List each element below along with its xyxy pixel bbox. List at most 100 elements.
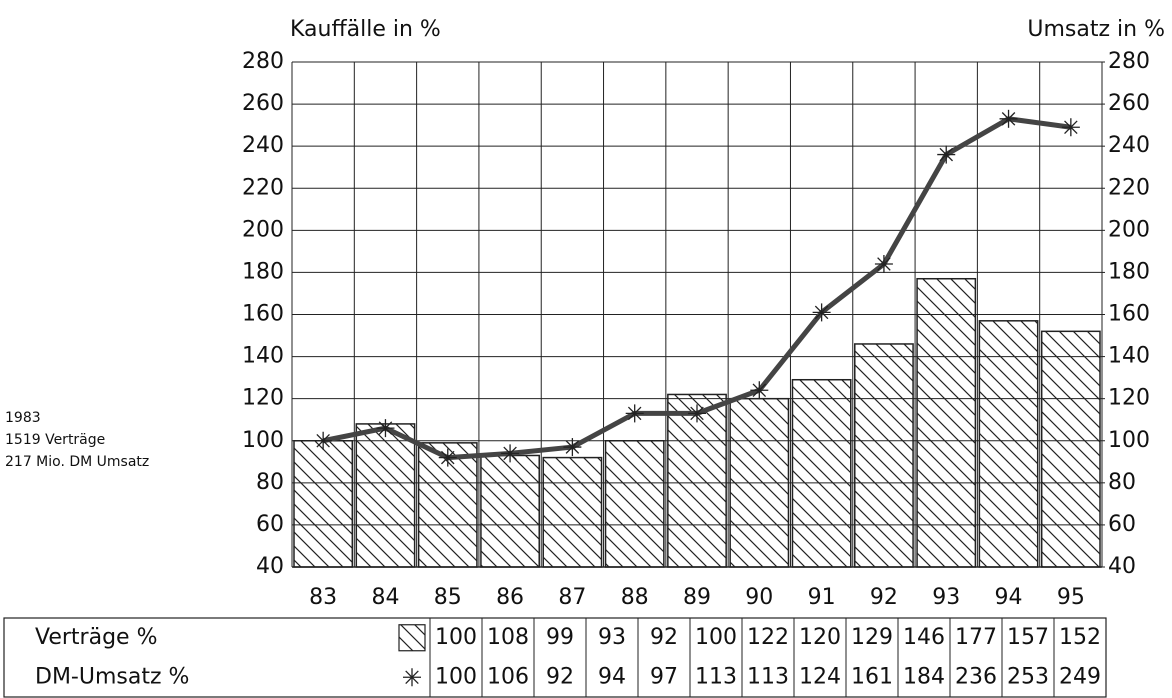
marker bbox=[563, 438, 582, 457]
marker-stroke bbox=[316, 433, 330, 448]
bar bbox=[1040, 330, 1101, 568]
y2-tick-label: 280 bbox=[1108, 49, 1150, 74]
marker bbox=[314, 431, 333, 450]
marker-stroke bbox=[378, 421, 393, 435]
bar bbox=[978, 320, 1039, 568]
marker bbox=[501, 444, 520, 463]
table-value: 106 bbox=[487, 664, 529, 689]
y-tick-label: 40 bbox=[256, 554, 284, 579]
table-value: 99 bbox=[546, 625, 574, 650]
y-tick-label: 60 bbox=[256, 512, 284, 537]
table-value: 108 bbox=[487, 625, 529, 650]
marker-stroke bbox=[405, 670, 419, 685]
bar bbox=[604, 440, 665, 568]
table-value: 249 bbox=[1059, 664, 1101, 689]
x-tick-label: 85 bbox=[434, 585, 462, 610]
table-value: 100 bbox=[435, 625, 477, 650]
table-value: 92 bbox=[546, 664, 574, 689]
annotation: 1983 bbox=[5, 410, 41, 426]
y-tick-label: 100 bbox=[242, 428, 284, 453]
x-tick-label: 89 bbox=[683, 585, 711, 610]
bar bbox=[480, 454, 540, 568]
table-value: 184 bbox=[903, 664, 945, 689]
x-tick-label: 94 bbox=[995, 585, 1023, 610]
marker bbox=[999, 109, 1018, 128]
legend-label: Verträge % bbox=[35, 625, 157, 650]
marker-stroke bbox=[441, 450, 455, 465]
y-tick-label: 200 bbox=[242, 217, 284, 242]
y-axis-label: Kauffälle in % bbox=[290, 17, 441, 42]
y-tick-label: 80 bbox=[256, 470, 284, 495]
y-tick-label: 260 bbox=[242, 91, 284, 116]
y2-tick-label: 60 bbox=[1108, 512, 1136, 537]
x-tick-label: 88 bbox=[621, 585, 649, 610]
bar bbox=[355, 423, 416, 568]
table-value: 92 bbox=[650, 625, 678, 650]
table-value: 113 bbox=[747, 664, 789, 689]
annotation: 1519 Verträge bbox=[5, 432, 105, 448]
legend-swatch bbox=[398, 624, 426, 652]
marker-stroke bbox=[814, 305, 829, 320]
marker bbox=[937, 145, 956, 164]
y2-tick-label: 40 bbox=[1108, 554, 1136, 579]
marker bbox=[1061, 118, 1080, 137]
bar bbox=[791, 378, 852, 568]
x-tick-label: 91 bbox=[808, 585, 836, 610]
table-value: 152 bbox=[1059, 625, 1101, 650]
marker-stroke bbox=[752, 383, 767, 398]
y-tick-label: 140 bbox=[242, 344, 284, 369]
table-value: 113 bbox=[695, 664, 737, 689]
y2-tick-label: 80 bbox=[1108, 470, 1136, 495]
x-tick-label: 86 bbox=[496, 585, 524, 610]
x-tick-label: 92 bbox=[870, 585, 898, 610]
y2-tick-label: 220 bbox=[1108, 175, 1150, 200]
marker bbox=[750, 381, 769, 400]
legend-label: DM-Umsatz % bbox=[35, 664, 189, 689]
y-tick-label: 180 bbox=[242, 259, 284, 284]
bar bbox=[293, 440, 354, 568]
marker bbox=[438, 448, 457, 467]
marker bbox=[376, 419, 395, 438]
marker-stroke bbox=[503, 446, 517, 461]
table-value: 157 bbox=[1007, 625, 1049, 650]
x-tick-label: 95 bbox=[1057, 585, 1085, 610]
table-value: 146 bbox=[903, 625, 945, 650]
y-tick-label: 280 bbox=[242, 49, 284, 74]
x-tick-label: 83 bbox=[309, 585, 337, 610]
table-value: 253 bbox=[1007, 664, 1049, 689]
bar bbox=[854, 343, 914, 568]
y2-tick-label: 180 bbox=[1108, 259, 1150, 284]
x-tick-label: 93 bbox=[932, 585, 960, 610]
marker bbox=[812, 303, 831, 322]
annotation: 217 Mio. DM Umsatz bbox=[5, 454, 149, 470]
marker-stroke bbox=[877, 257, 891, 271]
x-tick-label: 90 bbox=[745, 585, 773, 610]
table-value: 94 bbox=[598, 664, 626, 689]
y2-tick-label: 240 bbox=[1108, 133, 1150, 158]
marker-stroke bbox=[1064, 120, 1078, 134]
marker-stroke bbox=[690, 406, 704, 421]
marker-stroke bbox=[627, 406, 642, 421]
bar bbox=[667, 393, 727, 568]
x-tick-label: 84 bbox=[371, 585, 399, 610]
y2-tick-label: 120 bbox=[1108, 386, 1150, 411]
y-tick-label: 160 bbox=[242, 302, 284, 327]
table-value: 124 bbox=[799, 664, 841, 689]
bar bbox=[916, 277, 977, 568]
y2-axis-label: Umsatz in % bbox=[1027, 17, 1165, 42]
marker-stroke bbox=[1001, 112, 1016, 126]
y2-tick-label: 160 bbox=[1108, 302, 1150, 327]
x-tick-label: 87 bbox=[558, 585, 586, 610]
y-tick-label: 240 bbox=[242, 133, 284, 158]
marker bbox=[874, 255, 893, 273]
table-value: 120 bbox=[799, 625, 841, 650]
marker-stroke bbox=[939, 147, 953, 162]
y-tick-label: 220 bbox=[242, 175, 284, 200]
table-value: 97 bbox=[650, 664, 678, 689]
bar bbox=[542, 456, 603, 568]
table-value: 93 bbox=[598, 625, 626, 650]
table-value: 129 bbox=[851, 625, 893, 650]
y2-tick-label: 260 bbox=[1108, 91, 1150, 116]
y-tick-label: 120 bbox=[242, 386, 284, 411]
